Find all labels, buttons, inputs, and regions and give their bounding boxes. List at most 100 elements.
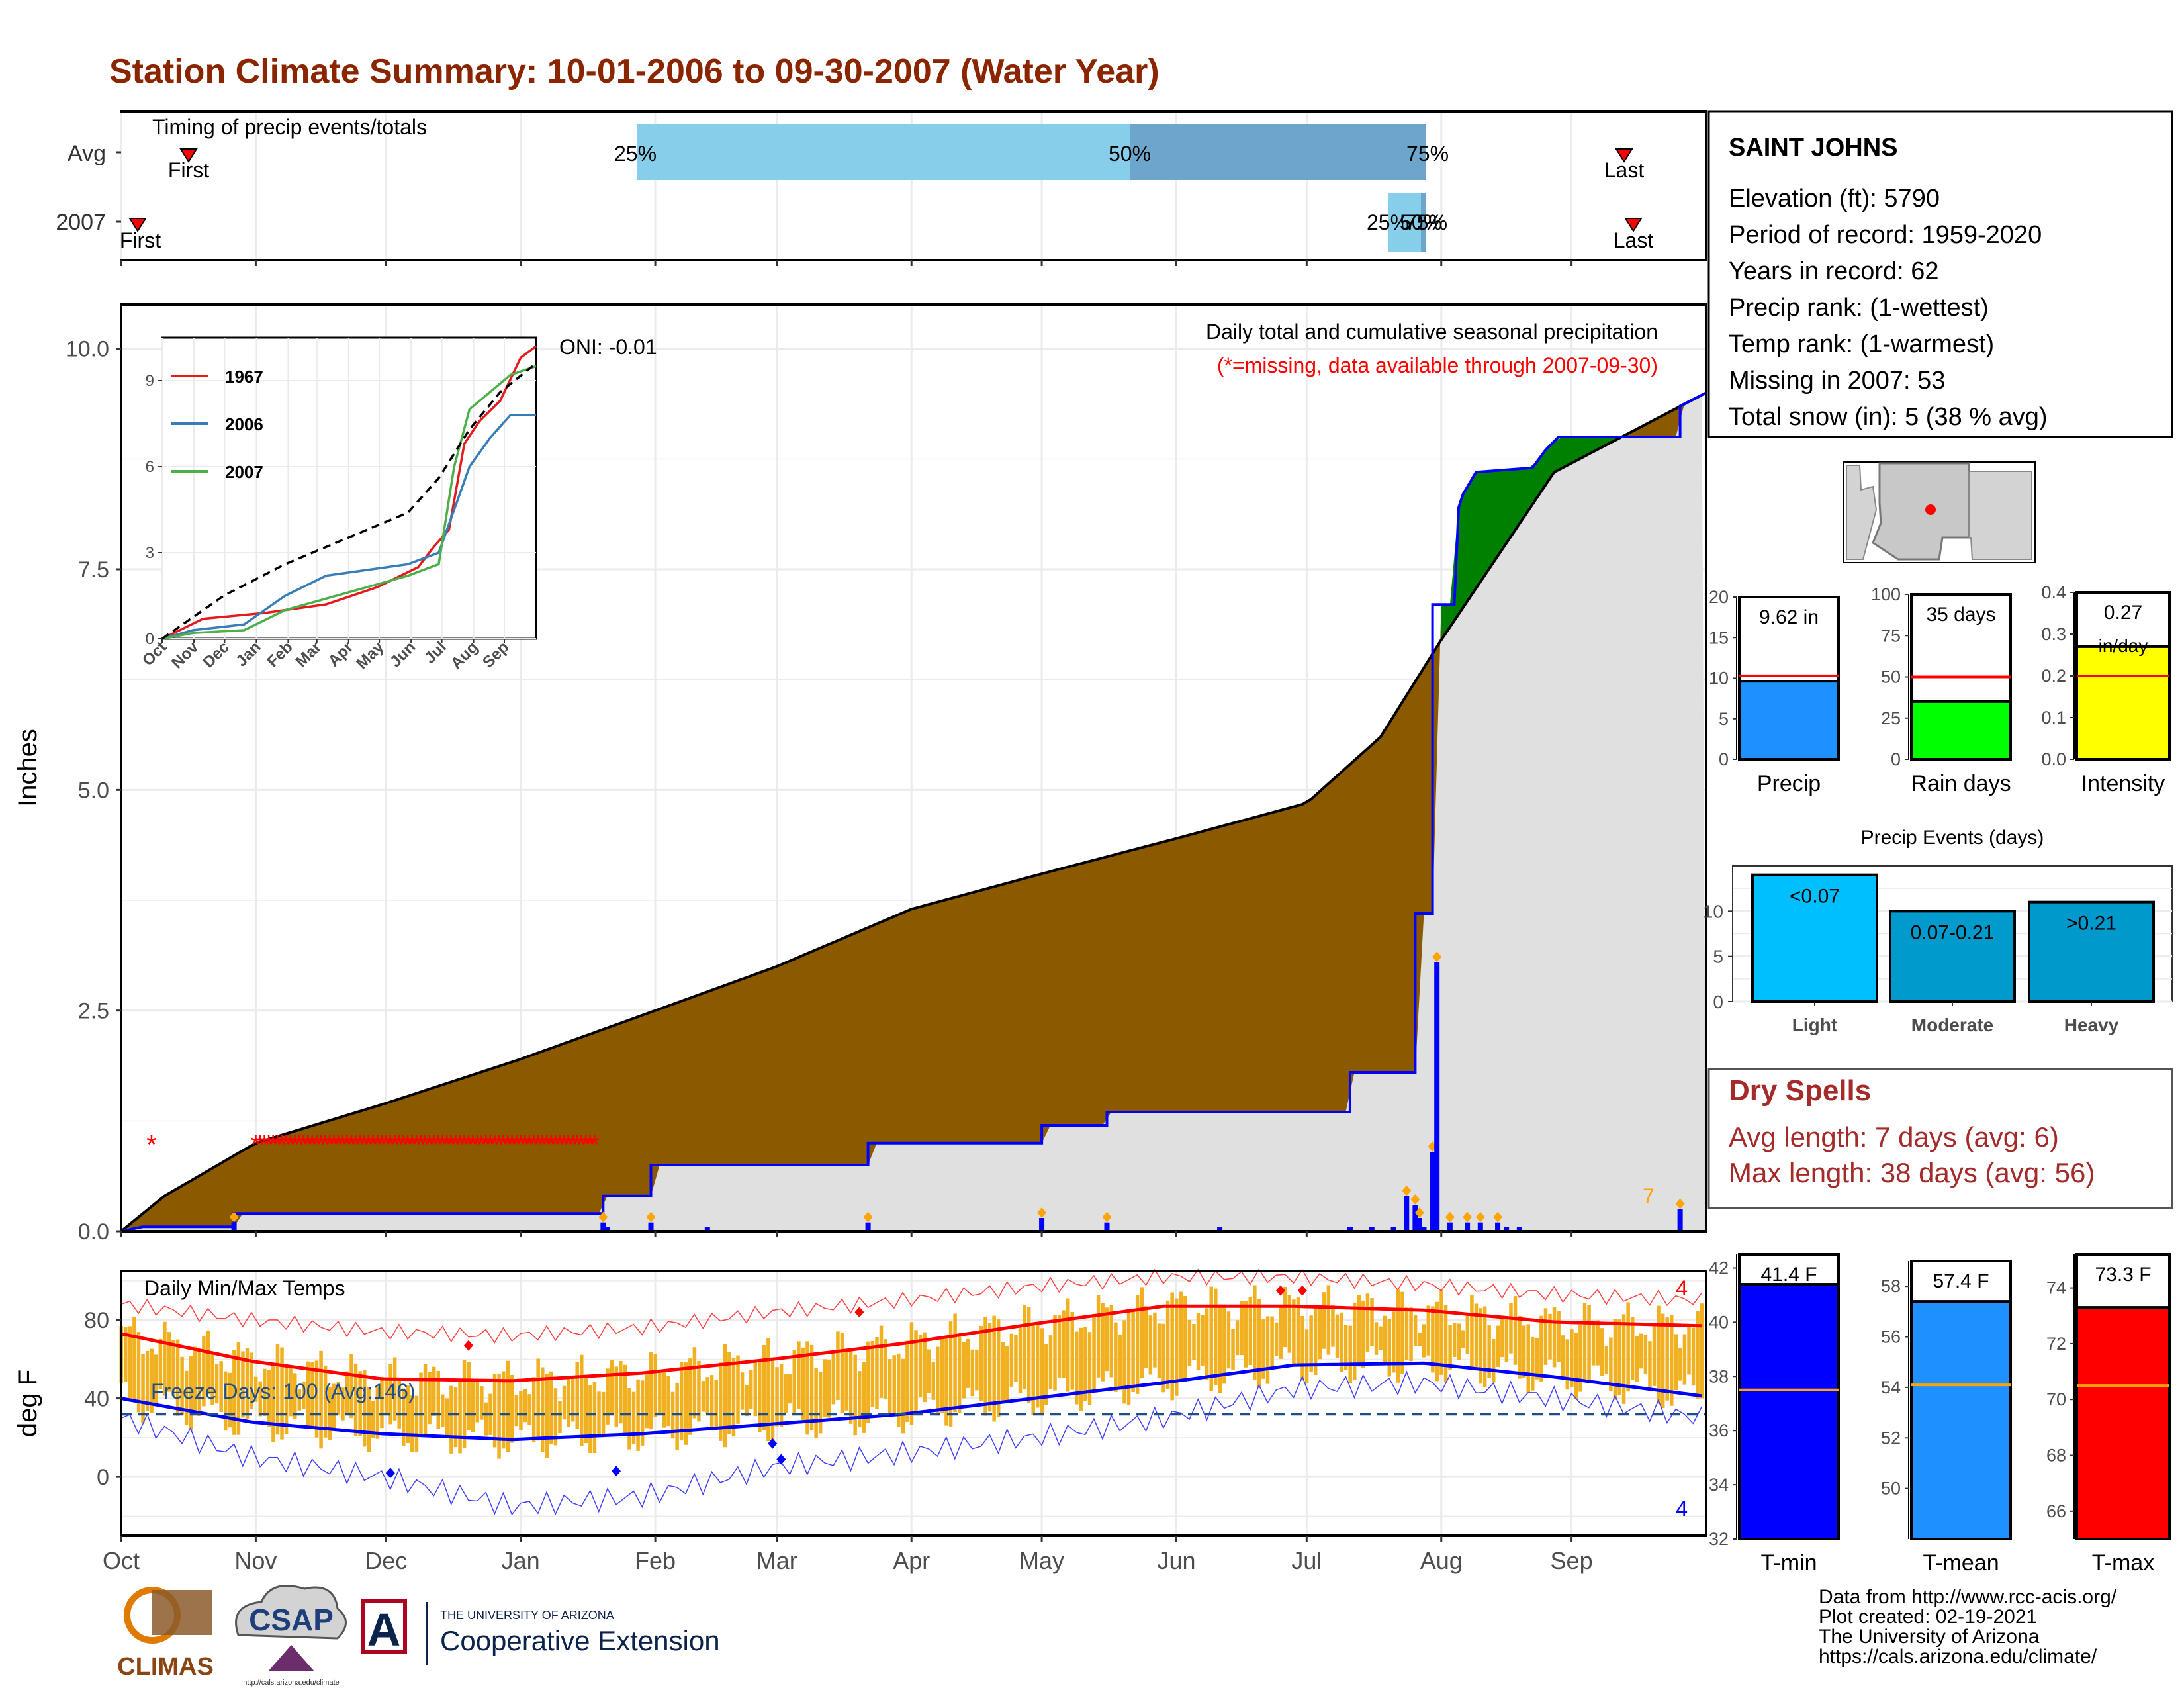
- daily-temp-range-bar: [1361, 1300, 1365, 1368]
- credit-plot-created: Plot created: 02-19-2021: [1819, 1606, 2037, 1628]
- missing-day-marker: *: [441, 1131, 452, 1160]
- missing-day-marker: *: [472, 1131, 482, 1160]
- daily-temp-range-bar: [358, 1371, 362, 1436]
- daily-temp-range-bar: [1661, 1313, 1665, 1409]
- daily-temp-range-bar: [1026, 1307, 1031, 1403]
- month-axis-label: Dec: [365, 1547, 407, 1574]
- daily-temp-range-bar: [749, 1370, 753, 1409]
- daily-temp-range-bar: [1691, 1327, 1696, 1386]
- daily-temp-range-bar: [1322, 1292, 1326, 1349]
- daily-temp-range-bar: [245, 1348, 250, 1419]
- daily-temp-range-bar: [223, 1371, 228, 1431]
- daily-temp-range-bar: [1630, 1316, 1635, 1380]
- missing-day-marker: *: [494, 1131, 504, 1160]
- daily-temp-range-bar: [180, 1356, 184, 1415]
- daily-temp-range-bar: [323, 1365, 328, 1438]
- month-axis-label: Apr: [893, 1547, 930, 1574]
- daily-temp-range-bar: [692, 1347, 697, 1419]
- missing-day-marker: *: [390, 1131, 400, 1160]
- missing-day-marker: *: [559, 1131, 569, 1160]
- event-bar-label: <0.07: [1790, 886, 1840, 908]
- daily-temp-range-bar: [258, 1381, 262, 1417]
- daily-temp-range-bar: [1001, 1342, 1005, 1401]
- daily-temp-range-bar: [701, 1381, 705, 1412]
- missing-day-marker: *: [277, 1131, 287, 1160]
- record-low-count: 4: [1676, 1497, 1688, 1521]
- daily-temp-range-bar: [870, 1340, 875, 1407]
- missing-day-marker: *: [363, 1131, 374, 1160]
- daily-temp-range-bar: [745, 1385, 749, 1417]
- daily-temp-range-bar: [1457, 1323, 1461, 1360]
- page-title: Station Climate Summary: 10-01-2006 to 0…: [109, 52, 1160, 91]
- stat-ytick-label: 66: [2046, 1501, 2066, 1521]
- missing-day-marker: *: [316, 1131, 326, 1160]
- daily-temp-range-bar: [219, 1361, 223, 1412]
- daily-temp-range-bar: [875, 1337, 879, 1410]
- csap-logo: CSAP http://cals.arizona.edu/climate: [235, 1585, 347, 1687]
- record-low-marker-icon: [385, 1468, 395, 1479]
- missing-day-marker: *: [377, 1131, 387, 1160]
- daily-temp-range-bar: [892, 1355, 896, 1413]
- daily-temp-range-bar: [1509, 1303, 1513, 1354]
- daily-temp-range-bar: [514, 1395, 519, 1427]
- daily-temp-range-bar: [1335, 1314, 1340, 1358]
- daily-temp-range-bar: [388, 1364, 392, 1425]
- stat-ytick-label: 38: [1709, 1366, 1729, 1386]
- daily-temp-range-bar: [684, 1362, 688, 1445]
- inset-average-line: [161, 362, 537, 640]
- missing-day-marker: *: [555, 1131, 565, 1160]
- record-high-marker-icon: [854, 1307, 864, 1318]
- daily-temp-range-bar: [397, 1378, 401, 1429]
- daily-temp-range-bar: [371, 1401, 375, 1438]
- daily-temp-range-bar: [367, 1387, 371, 1452]
- missing-day-marker: *: [468, 1131, 478, 1160]
- stat-ytick-label: 58: [1881, 1276, 1901, 1296]
- missing-day-marker: *: [533, 1131, 543, 1160]
- daily-temp-range-bar: [1617, 1319, 1621, 1395]
- daily-temp-range-bar: [827, 1360, 831, 1418]
- daily-temp-range-bar: [758, 1360, 762, 1433]
- daily-temp-range-bar: [1670, 1315, 1674, 1406]
- daily-temp-range-bar: [658, 1370, 662, 1414]
- daily-temp-range-bar: [1600, 1328, 1604, 1376]
- missing-day-marker: *: [346, 1131, 357, 1160]
- stat-ytick-label: 54: [1881, 1378, 1901, 1397]
- stat-ytick-label: 10: [1709, 669, 1729, 688]
- daily-temp-range-bar: [1079, 1327, 1083, 1411]
- daily-precip-bar: [1430, 1152, 1435, 1231]
- missing-day-marker: *: [359, 1131, 370, 1160]
- daily-temp-range-bar: [762, 1345, 766, 1430]
- stat-title: Precip: [1757, 771, 1821, 796]
- daily-temp-range-bar: [1131, 1311, 1135, 1393]
- missing-day-marker: *: [281, 1131, 292, 1160]
- daily-temp-range-bar: [484, 1402, 488, 1436]
- daily-temp-range-bar: [610, 1360, 614, 1416]
- daily-temp-range-bar: [1474, 1303, 1479, 1367]
- missing-day-marker: *: [394, 1131, 404, 1160]
- daily-temp-range-bar: [1435, 1301, 1439, 1382]
- daily-temp-range-bar: [887, 1359, 892, 1415]
- missing-day-marker: *: [507, 1131, 518, 1160]
- daily-temp-range-bar: [792, 1350, 797, 1413]
- daily-temp-range-bar: [1300, 1315, 1304, 1381]
- month-axis-label: Aug: [1420, 1547, 1463, 1574]
- daily-temp-range-bar: [818, 1372, 823, 1434]
- missing-day-marker: *: [407, 1131, 418, 1160]
- precip-ylabel: Inches: [13, 729, 42, 807]
- daily-temp-range-bar: [128, 1326, 132, 1401]
- daily-precip-bar: [704, 1227, 710, 1231]
- daily-temp-range-bar: [1548, 1313, 1552, 1360]
- missing-day-marker: *: [576, 1131, 587, 1160]
- daily-temp-range-bar: [727, 1352, 731, 1435]
- stat-ytick-label: 5: [1719, 709, 1729, 729]
- daily-temp-range-bar: [1009, 1333, 1014, 1387]
- daily-temp-range-bar: [1087, 1332, 1092, 1405]
- stat-ytick-label: 40: [1709, 1312, 1729, 1332]
- climas-logo: CLIMAS: [117, 1587, 214, 1681]
- inset-legend-label: 2007: [225, 462, 263, 482]
- inset-ytick-label: 6: [146, 458, 154, 476]
- daily-temp-range-bar: [940, 1337, 944, 1413]
- stat-ytick-label: 75: [1881, 626, 1901, 645]
- heavy-event-marker-icon: [1414, 1207, 1424, 1218]
- daily-temp-range-bar: [779, 1364, 784, 1427]
